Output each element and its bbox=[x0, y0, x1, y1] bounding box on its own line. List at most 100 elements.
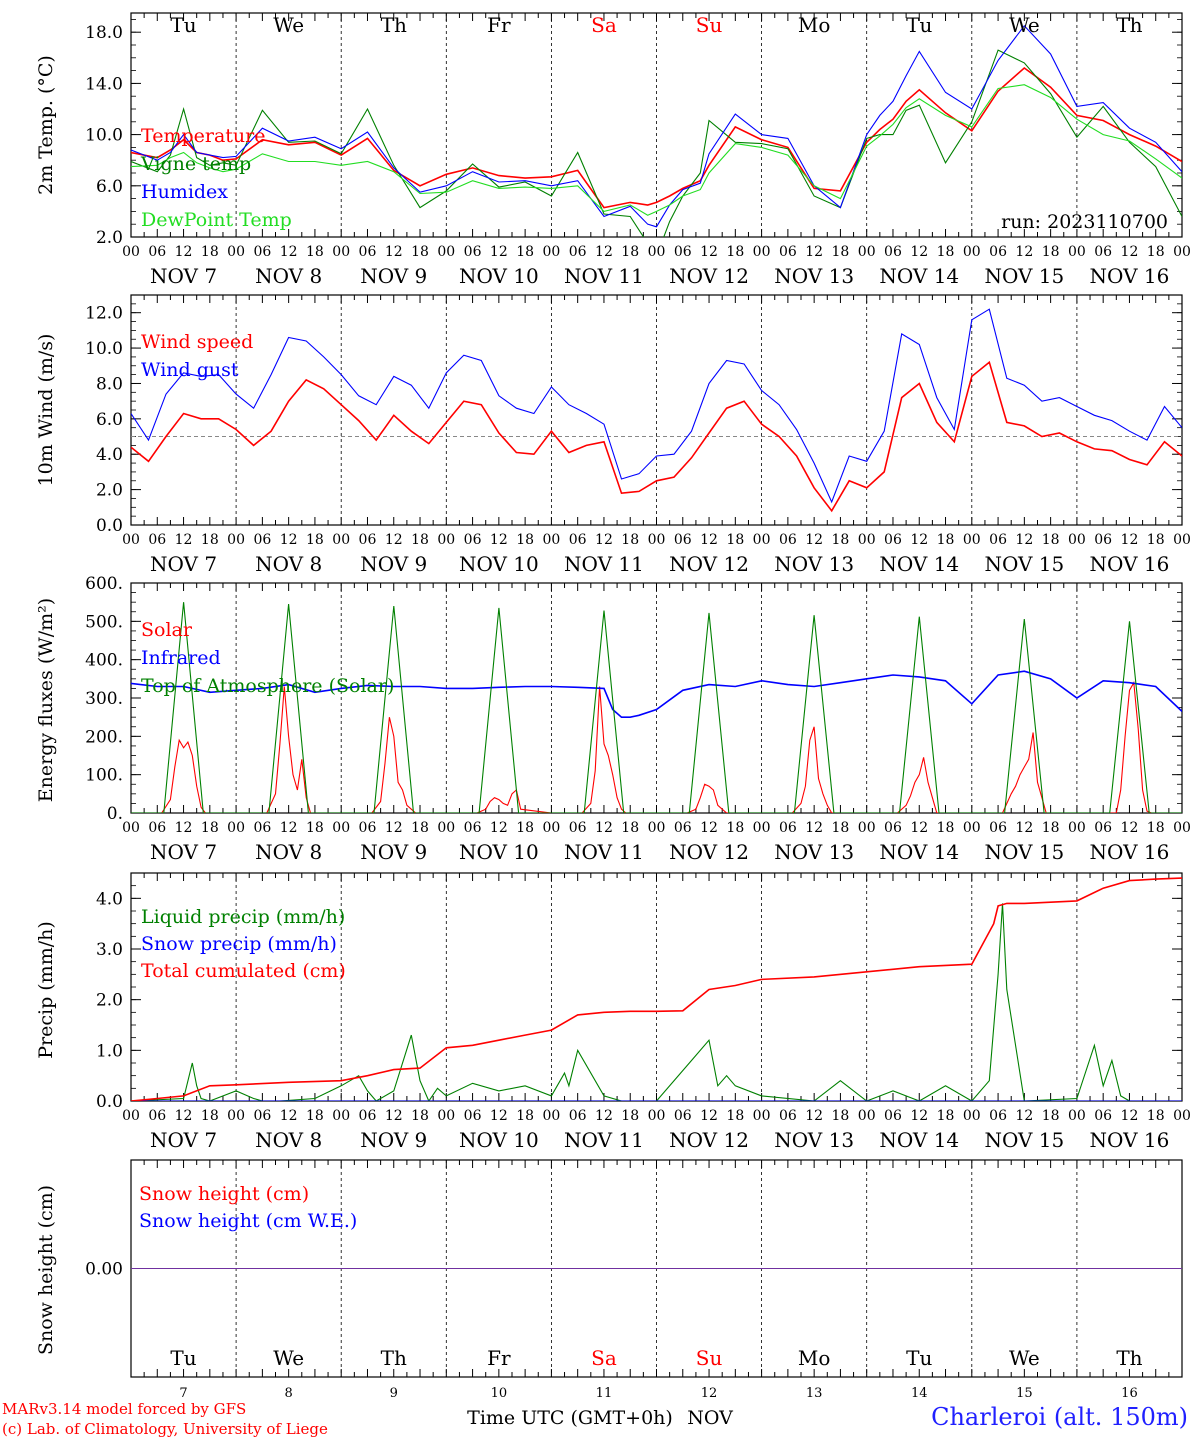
y-tick-label: 6.0 bbox=[96, 410, 123, 430]
day-number-label: 8 bbox=[285, 1386, 293, 1400]
hour-label: 00 bbox=[648, 1108, 666, 1124]
series-line bbox=[131, 84, 1182, 216]
hour-label: 12 bbox=[1015, 1108, 1033, 1124]
weekday-label: Th bbox=[1116, 13, 1142, 37]
weekday-label: We bbox=[273, 13, 304, 37]
hour-label: 06 bbox=[569, 532, 587, 548]
hour-label: 00 bbox=[963, 244, 981, 260]
day-number-label: 14 bbox=[911, 1386, 928, 1400]
hour-label: 00 bbox=[858, 1108, 876, 1124]
hour-label: 00 bbox=[227, 244, 245, 260]
hour-label: 06 bbox=[148, 244, 166, 260]
panel-3: 0. 100. 200. 300. 400. 500. 600. Energy fluxes … bbox=[35, 574, 1191, 864]
hour-label: 00 bbox=[122, 532, 140, 548]
date-label: NOV 15 bbox=[984, 1128, 1064, 1152]
hour-label: 12 bbox=[1121, 820, 1139, 836]
hour-label: 00 bbox=[437, 244, 455, 260]
series-line bbox=[131, 49, 1182, 237]
date-label: NOV 14 bbox=[879, 840, 959, 864]
hour-label: 18 bbox=[516, 532, 534, 548]
model-credit: MARv3.14 model forced by GFS bbox=[2, 1400, 247, 1418]
hour-label: 12 bbox=[1015, 820, 1033, 836]
y-tick-label: 300. bbox=[85, 689, 123, 709]
hour-label: 12 bbox=[700, 532, 718, 548]
date-label: NOV 15 bbox=[984, 552, 1064, 576]
hour-label: 18 bbox=[621, 1108, 639, 1124]
weekday-label: Th bbox=[381, 13, 407, 37]
hour-label: 18 bbox=[1042, 244, 1060, 260]
legend-entry: Solar bbox=[141, 619, 193, 641]
hour-label: 12 bbox=[805, 820, 823, 836]
hour-label: 00 bbox=[963, 820, 981, 836]
hour-label: 06 bbox=[569, 1108, 587, 1124]
hour-label: 18 bbox=[726, 532, 744, 548]
legend-entry: Infrared bbox=[141, 647, 221, 669]
hour-label: 18 bbox=[832, 820, 850, 836]
legend-entry: Humidex bbox=[141, 181, 228, 203]
station-label: Charleroi (alt. 150m) bbox=[931, 1403, 1188, 1431]
date-label: NOV 14 bbox=[879, 264, 959, 288]
hour-label: 06 bbox=[989, 244, 1007, 260]
y-axis-label: Precip (mm/h) bbox=[35, 921, 57, 1059]
date-label: NOV 12 bbox=[669, 1128, 749, 1152]
hour-label: 06 bbox=[569, 244, 587, 260]
hour-label: 18 bbox=[201, 244, 219, 260]
y-tick-label: 500. bbox=[85, 612, 123, 632]
hour-label: 00 bbox=[963, 532, 981, 548]
panel-2: 0.0 2.0 4.0 6.0 8.0 10.0 12.0 10m Wind (m/s) Win… bbox=[35, 294, 1191, 576]
date-label: NOV 16 bbox=[1090, 552, 1170, 576]
weekday-label: We bbox=[1009, 13, 1040, 37]
weekday-label: Tu bbox=[906, 1346, 932, 1370]
hour-label: 18 bbox=[1147, 1108, 1165, 1124]
hour-label: 06 bbox=[674, 1108, 692, 1124]
hour-label: 18 bbox=[306, 1108, 324, 1124]
hour-label: 06 bbox=[464, 820, 482, 836]
hour-label: 06 bbox=[989, 1108, 1007, 1124]
hour-label: 12 bbox=[175, 244, 193, 260]
series-line bbox=[131, 24, 1182, 228]
hour-label: 12 bbox=[595, 820, 613, 836]
hour-label: 06 bbox=[674, 244, 692, 260]
hour-label: 06 bbox=[359, 244, 377, 260]
date-label: NOV 9 bbox=[360, 264, 427, 288]
y-tick-label: 400. bbox=[85, 651, 123, 671]
date-label: NOV 12 bbox=[669, 552, 749, 576]
hour-label: 00 bbox=[542, 820, 560, 836]
hour-label: 18 bbox=[937, 1108, 955, 1124]
hour-label: 12 bbox=[700, 1108, 718, 1124]
hour-label: 00 bbox=[1173, 820, 1191, 836]
date-label: NOV 14 bbox=[879, 1128, 959, 1152]
hour-label: 12 bbox=[910, 244, 928, 260]
y-tick-label: 0.0 bbox=[96, 1092, 123, 1112]
hour-label: 18 bbox=[832, 532, 850, 548]
weekday-label: Tu bbox=[906, 13, 932, 37]
day-number-label: 11 bbox=[596, 1386, 613, 1400]
lab-credit: (c) Lab. of Climatology, University of L… bbox=[2, 1420, 328, 1438]
hour-label: 00 bbox=[122, 820, 140, 836]
hour-label: 00 bbox=[1068, 244, 1086, 260]
hour-label: 18 bbox=[411, 1108, 429, 1124]
hour-label: 00 bbox=[963, 1108, 981, 1124]
date-label: NOV 11 bbox=[564, 1128, 644, 1152]
hour-label: 00 bbox=[227, 532, 245, 548]
date-label: NOV 8 bbox=[255, 552, 322, 576]
date-label: NOV 13 bbox=[774, 264, 854, 288]
hour-label: 18 bbox=[621, 244, 639, 260]
legend-entry: Temperature bbox=[141, 125, 265, 147]
date-label: NOV 15 bbox=[984, 840, 1064, 864]
weekday-label: Fr bbox=[487, 1346, 511, 1370]
hour-label: 06 bbox=[148, 1108, 166, 1124]
hour-label: 00 bbox=[858, 820, 876, 836]
hour-label: 12 bbox=[280, 1108, 298, 1124]
date-label: NOV 7 bbox=[150, 1128, 217, 1152]
legend-entry: Top of Atmosphere (Solar) bbox=[141, 675, 394, 697]
hour-label: 06 bbox=[464, 532, 482, 548]
weekday-label: Mo bbox=[798, 13, 831, 37]
hour-label: 12 bbox=[385, 532, 403, 548]
hour-label: 00 bbox=[1173, 244, 1191, 260]
series-line bbox=[131, 66, 1182, 209]
date-label: NOV 9 bbox=[360, 552, 427, 576]
date-label: NOV 12 bbox=[669, 264, 749, 288]
panel-1: 2.0 6.0 10.0 14.0 18.0 2m Temp. (°C) Temperatu… bbox=[35, 12, 1191, 288]
hour-label: 00 bbox=[122, 244, 140, 260]
